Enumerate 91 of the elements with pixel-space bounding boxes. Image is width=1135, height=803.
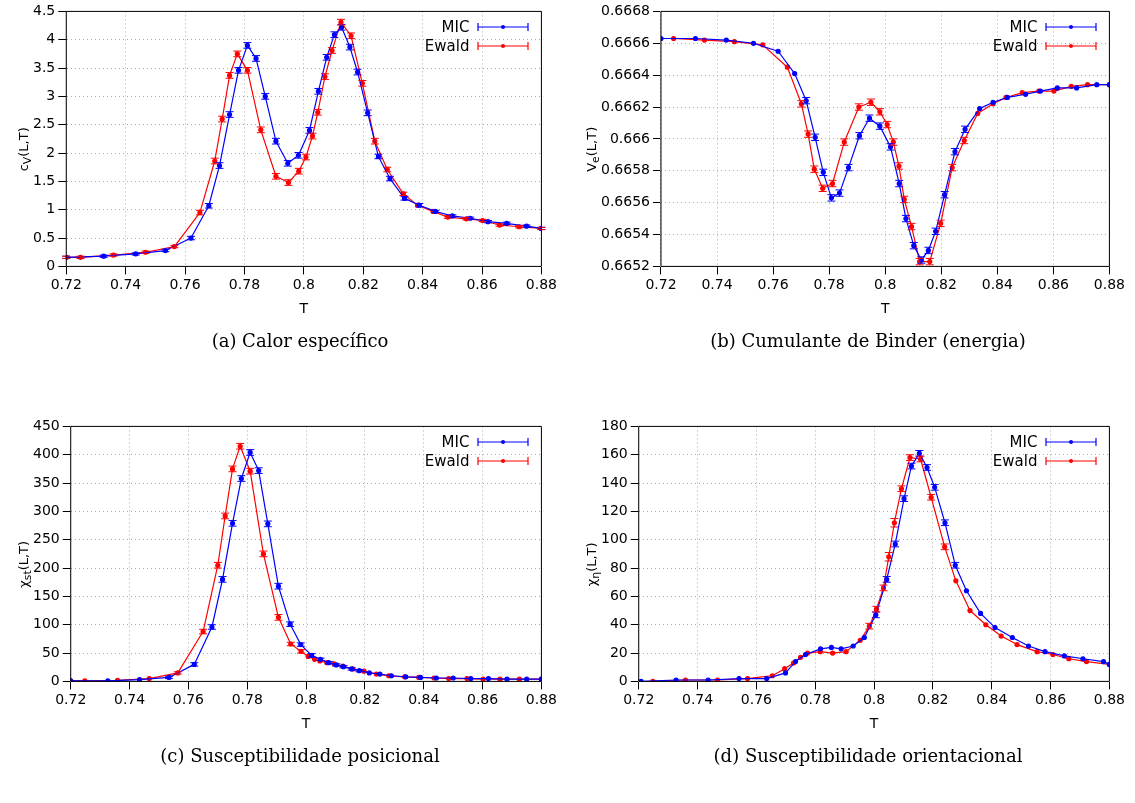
y-tick-label: 2 — [46, 143, 56, 160]
x-axis-title: T — [298, 300, 309, 317]
x-tick-label: 0.86 — [466, 276, 498, 293]
x-tick-label: 0.74 — [701, 276, 733, 293]
x-tick-label: 0.82 — [347, 276, 379, 293]
x-tick-label: 0.86 — [466, 691, 499, 708]
y-tick-label: 4 — [46, 30, 56, 47]
legend-label: Ewald — [992, 451, 1038, 470]
x-tick-label: 0.74 — [110, 276, 142, 293]
y-tick-label: 1 — [46, 200, 56, 217]
y-tick-label: 200 — [32, 558, 60, 575]
y-tick-label: 120 — [600, 502, 628, 519]
x-tick-label: 0.86 — [1034, 691, 1067, 708]
x-tick-label: 0.88 — [525, 276, 557, 293]
x-tick-label: 0.76 — [740, 691, 773, 708]
x-tick-label: 0.72 — [645, 276, 677, 293]
y-tick-label: 0.5 — [33, 228, 56, 245]
y-tick-label: 1.5 — [33, 172, 56, 189]
y-tick-label: 4.5 — [33, 2, 56, 19]
y-tick-label: 350 — [32, 473, 60, 490]
legend-label: Ewald — [424, 36, 470, 55]
x-tick-label: 0.84 — [976, 691, 1008, 708]
x-tick-label: 0.8 — [874, 276, 897, 293]
text: (a) Calor específico — [210, 330, 390, 351]
y-tick-label: 300 — [32, 502, 60, 519]
x-tick-label: 0.88 — [1093, 691, 1125, 708]
x-tick-label: 0.78 — [228, 276, 261, 293]
y-tick-label: 0.6666 — [600, 33, 651, 50]
x-tick-label: 0.78 — [231, 691, 263, 708]
x-tick-label: 0.82 — [925, 276, 957, 293]
y-tick-label: 2.5 — [33, 115, 56, 132]
y-tick-label: 150 — [32, 587, 60, 604]
x-tick-label: 0.72 — [50, 276, 82, 293]
y-tick-label: 100 — [32, 615, 60, 632]
legend-label: MIC — [441, 432, 470, 451]
x-tick-label: 0.76 — [172, 691, 205, 708]
y-tick-label: 50 — [41, 643, 60, 660]
y-tick-label: 60 — [609, 587, 628, 604]
y-tick-label: 160 — [600, 445, 628, 462]
x-tick-label: 0.86 — [1037, 276, 1070, 293]
y-tick-label: 0.6668 — [600, 2, 650, 19]
x-tick-label: 0.78 — [813, 276, 845, 293]
y-tick-label: 0 — [50, 672, 60, 689]
y-tick-label: 450 — [32, 417, 60, 434]
y-tick-label: 80 — [609, 558, 628, 575]
text: (d) Susceptibilidade orientacional — [712, 745, 1024, 766]
x-tick-label: 0.76 — [169, 276, 201, 293]
x-tick-label: 0.74 — [681, 691, 714, 708]
y-tick-label: 100 — [600, 530, 628, 547]
y-tick-label: 0.6652 — [600, 257, 650, 274]
x-tick-label: 0.82 — [349, 691, 381, 708]
y-tick-label: 400 — [32, 445, 60, 462]
legend-label: Ewald — [992, 36, 1038, 55]
legend-label: Ewald — [424, 451, 470, 470]
text: (c) Susceptibilidade posicional — [159, 745, 441, 766]
x-axis-title: T — [868, 715, 879, 732]
x-tick-label: 0.82 — [917, 691, 949, 708]
x-axis-title: T — [300, 715, 311, 732]
y-tick-label: 0.6658 — [600, 161, 650, 178]
legend-label: MIC — [1009, 432, 1038, 451]
text: (b) Cumulante de Binder (energia) — [709, 330, 1027, 351]
x-tick-label: 0.88 — [1093, 276, 1125, 293]
x-tick-label: 0.88 — [525, 691, 557, 708]
y-tick-label: 0.6662 — [600, 97, 650, 114]
y-tick-label: 140 — [600, 473, 628, 490]
x-tick-label: 0.8 — [862, 691, 886, 708]
y-tick-label: 180 — [600, 417, 628, 434]
y-tick-label: 0.6656 — [600, 193, 651, 210]
x-tick-label: 0.8 — [292, 276, 315, 293]
x-tick-label: 0.74 — [113, 691, 146, 708]
y-tick-label: 250 — [32, 530, 60, 547]
x-tick-label: 0.72 — [623, 691, 655, 708]
y-tick-label: 40 — [609, 615, 628, 632]
x-tick-label: 0.8 — [294, 691, 318, 708]
y-tick-label: 0.6664 — [600, 65, 651, 82]
legend-label: MIC — [441, 17, 470, 36]
y-tick-label: 20 — [609, 643, 628, 660]
y-tick-label: 0 — [46, 257, 56, 274]
x-tick-label: 0.84 — [981, 276, 1013, 293]
x-axis-title: T — [879, 300, 890, 317]
x-tick-label: 0.76 — [757, 276, 789, 293]
x-tick-label: 0.72 — [55, 691, 87, 708]
y-tick-label: 3 — [46, 87, 56, 104]
x-tick-label: 0.84 — [408, 691, 440, 708]
y-tick-label: 3.5 — [33, 58, 56, 75]
legend-label: MIC — [1009, 17, 1038, 36]
x-tick-label: 0.84 — [407, 276, 439, 293]
y-tick-label: 0 — [618, 672, 628, 689]
y-tick-label: 0.6654 — [600, 225, 651, 242]
x-tick-label: 0.78 — [799, 691, 831, 708]
y-tick-label: 0.666 — [609, 129, 651, 146]
